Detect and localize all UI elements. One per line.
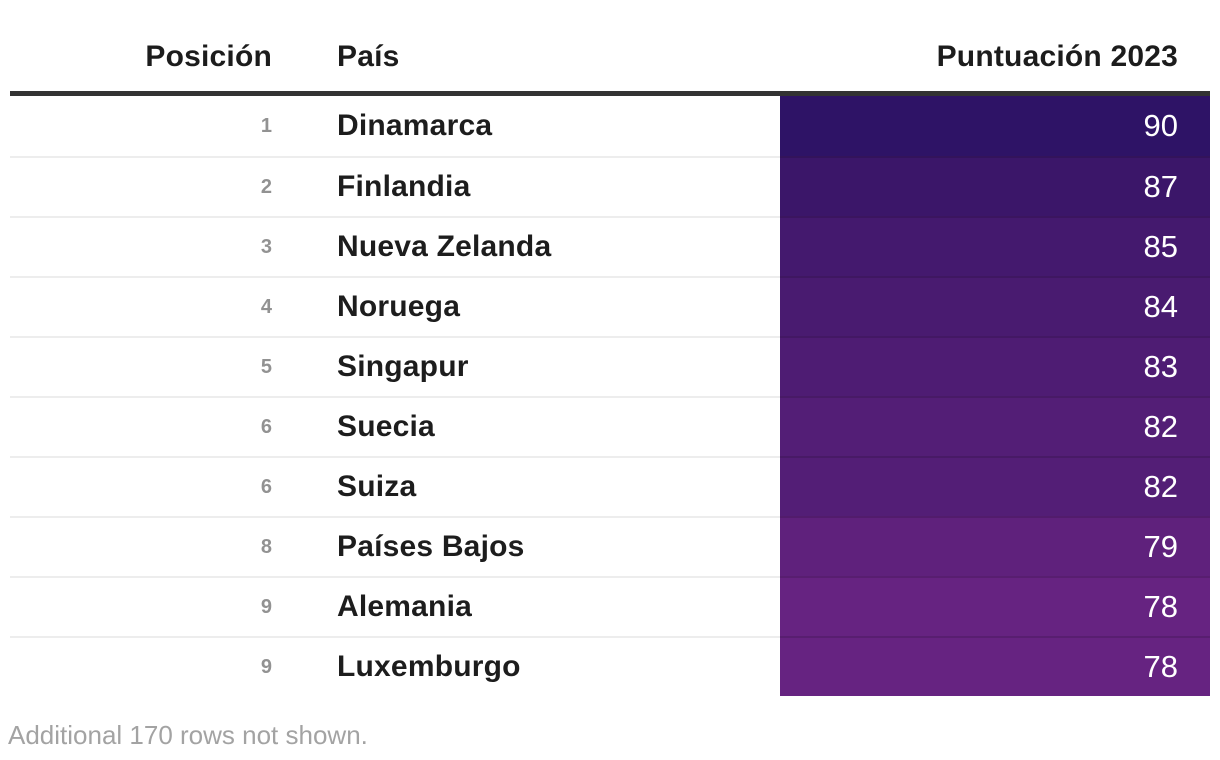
table-row: 6 Suecia 82 <box>10 396 1210 456</box>
row-country: Suiza <box>337 470 417 503</box>
row-score-cell: 90 <box>780 96 1210 156</box>
row-position: 4 <box>260 295 272 318</box>
row-position: 6 <box>260 475 272 498</box>
row-country: Nueva Zelanda <box>337 230 552 263</box>
row-score-cell: 82 <box>780 456 1210 516</box>
row-country: Finlandia <box>337 170 471 203</box>
table-body: 1 Dinamarca 90 2 Finlandia 87 3 Nueva Ze… <box>10 96 1210 696</box>
row-score: 78 <box>1143 649 1178 684</box>
row-score-cell: 84 <box>780 276 1210 336</box>
table-row: 3 Nueva Zelanda 85 <box>10 216 1210 276</box>
row-position: 3 <box>260 235 272 258</box>
column-header-score: Puntuación 2023 <box>936 40 1178 73</box>
row-score-cell: 82 <box>780 396 1210 456</box>
column-header-position: Posición <box>145 40 272 73</box>
table-row: 2 Finlandia 87 <box>10 156 1210 216</box>
row-score: 87 <box>1143 169 1178 204</box>
row-country: Alemania <box>337 590 472 623</box>
row-country: Noruega <box>337 290 461 323</box>
table-row: 8 Países Bajos 79 <box>10 516 1210 576</box>
row-score-cell: 87 <box>780 156 1210 216</box>
row-position: 2 <box>260 175 272 198</box>
row-country: Luxemburgo <box>337 650 521 683</box>
table-row: 9 Luxemburgo 78 <box>10 636 1210 696</box>
row-score: 78 <box>1143 589 1178 624</box>
table-row: 1 Dinamarca 90 <box>10 96 1210 156</box>
row-position: 9 <box>260 595 272 618</box>
rows-not-shown-note: Additional 170 rows not shown. <box>8 720 368 750</box>
row-score: 82 <box>1143 469 1178 504</box>
row-score: 82 <box>1143 409 1178 444</box>
row-score: 84 <box>1143 289 1178 324</box>
row-position: 5 <box>260 355 272 378</box>
row-score: 85 <box>1143 229 1178 264</box>
row-score: 90 <box>1143 108 1178 143</box>
row-score-cell: 78 <box>780 576 1210 636</box>
row-score-cell: 85 <box>780 216 1210 276</box>
row-country: Países Bajos <box>337 530 525 563</box>
row-score-cell: 79 <box>780 516 1210 576</box>
row-position: 6 <box>260 415 272 438</box>
row-country: Singapur <box>337 350 469 383</box>
table-row: 5 Singapur 83 <box>10 336 1210 396</box>
table-row: 9 Alemania 78 <box>10 576 1210 636</box>
row-country: Dinamarca <box>337 109 493 142</box>
row-score-cell: 78 <box>780 636 1210 696</box>
row-position: 8 <box>260 535 272 558</box>
table-row: 4 Noruega 84 <box>10 276 1210 336</box>
table-header-row: Posición País Puntuación 2023 <box>10 0 1210 96</box>
row-score: 83 <box>1143 349 1178 384</box>
row-score: 79 <box>1143 529 1178 564</box>
row-score-cell: 83 <box>780 336 1210 396</box>
column-header-country: País <box>337 40 400 73</box>
row-position: 9 <box>260 655 272 678</box>
row-country: Suecia <box>337 410 435 443</box>
ranking-table: Posición País Puntuación 2023 1 Dinamarc… <box>8 0 1210 751</box>
row-position: 1 <box>260 114 272 137</box>
table-row: 6 Suiza 82 <box>10 456 1210 516</box>
